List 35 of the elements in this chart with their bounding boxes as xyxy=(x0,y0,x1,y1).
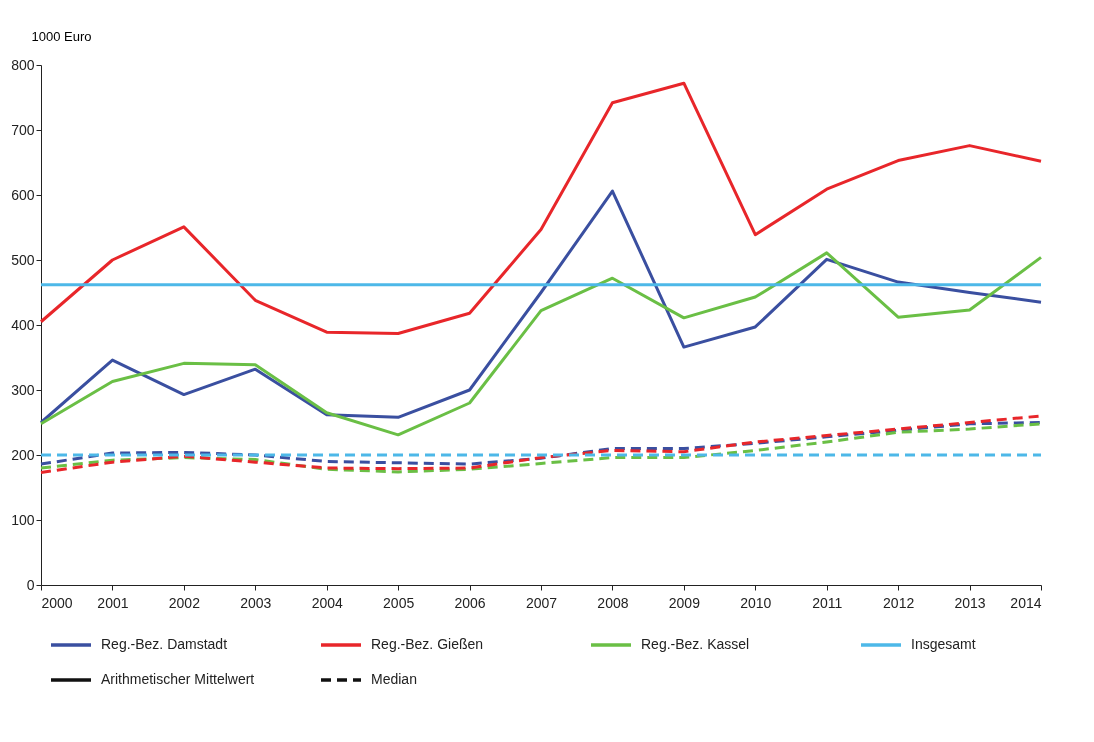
x-tick-label: 2009 xyxy=(668,594,701,611)
legend-label: Reg.-Bez. Kassel xyxy=(641,636,750,652)
y-tick-label: 400 xyxy=(11,316,35,333)
x-tick-label: 2011 xyxy=(812,594,843,611)
text: Median xyxy=(371,671,417,687)
x-tick-label: 2014 xyxy=(1010,594,1042,611)
x-tick-label: 2010 xyxy=(740,594,772,611)
text: Arithmetischer Mittelwert xyxy=(101,671,255,687)
x-tick-label: 2007 xyxy=(525,594,558,611)
x-tick-label: 2013 xyxy=(954,594,986,611)
y-tick-label: 300 xyxy=(11,381,35,398)
y-tick-label: 0 xyxy=(26,576,35,593)
x-tick-label: 2012 xyxy=(883,594,915,611)
x-tick-label: 2005 xyxy=(383,594,415,611)
x-tick-label: 2001 xyxy=(97,594,129,611)
y-axis-title: 1000 Euro xyxy=(31,28,92,44)
legend-label: Insgesamt xyxy=(911,636,976,652)
line-series xyxy=(39,251,1043,437)
x-tick-label: 2008 xyxy=(597,594,629,611)
x-tick-label: 2002 xyxy=(168,594,201,611)
y-tick-label: 100 xyxy=(11,511,35,528)
line-series xyxy=(39,81,1043,335)
x-tick-label: 2006 xyxy=(454,594,486,611)
y-tick-label: 600 xyxy=(11,186,35,203)
y-tick-label: 800 xyxy=(11,56,35,73)
line-series xyxy=(39,189,1043,424)
x-tick-label: 2003 xyxy=(240,594,272,611)
legend-label: Reg.-Bez. Damstadt xyxy=(101,636,228,652)
y-tick-label: 200 xyxy=(11,446,35,463)
legend-label: Reg.-Bez. Gießen xyxy=(371,636,484,652)
x-tick-label: 2000 xyxy=(41,594,73,611)
line-series xyxy=(39,421,1043,466)
x-tick-label: 2004 xyxy=(311,594,343,611)
y-tick-label: 700 xyxy=(11,121,35,138)
y-tick-label: 500 xyxy=(11,251,35,268)
